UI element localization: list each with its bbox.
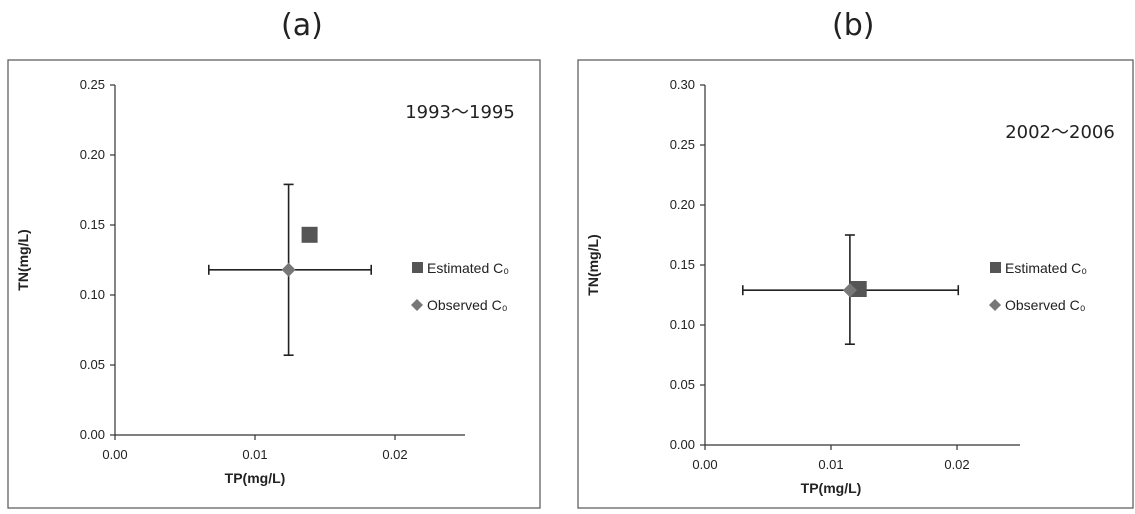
panel-title-a: (a) bbox=[281, 8, 323, 43]
estimated-point bbox=[301, 226, 318, 243]
legend-square-icon bbox=[412, 262, 423, 273]
y-axis-label: TN(mg/L) bbox=[585, 234, 601, 295]
chart-frame bbox=[7, 59, 541, 509]
x-tick-label: 0.00 bbox=[102, 447, 127, 462]
y-tick-label: 0.00 bbox=[670, 437, 695, 452]
y-tick-label: 0.30 bbox=[670, 77, 695, 92]
legend-label-observed: Observed C₀ bbox=[427, 297, 508, 313]
y-tick-label: 0.05 bbox=[80, 357, 105, 372]
x-tick-label: 0.01 bbox=[242, 447, 267, 462]
period-annotation: 2002～2006 bbox=[1005, 122, 1115, 143]
legend-diamond-icon bbox=[989, 299, 1001, 311]
y-tick-label: 0.25 bbox=[670, 137, 695, 152]
x-tick-label: 0.00 bbox=[692, 457, 717, 472]
y-tick-label: 0.25 bbox=[80, 77, 105, 92]
y-tick-label: 0.05 bbox=[670, 377, 695, 392]
chart-panel-a: 0.00 0.05 0.10 0.15 0.20 0.25 0.00 0.01 0.02 TP(m… bbox=[7, 59, 541, 509]
legend-square-icon bbox=[990, 262, 1001, 273]
panel-title-b: (b) bbox=[832, 8, 875, 43]
x-tick-label: 0.02 bbox=[382, 447, 407, 462]
chart-frame bbox=[577, 59, 1134, 509]
x-axis-label: TP(mg/L) bbox=[225, 470, 286, 486]
x-tick-label: 0.01 bbox=[818, 457, 843, 472]
y-tick-label: 0.20 bbox=[80, 147, 105, 162]
x-tick-label: 0.02 bbox=[944, 457, 969, 472]
estimated-point bbox=[850, 281, 867, 297]
legend-label-estimated: Estimated C₀ bbox=[1005, 260, 1087, 276]
y-tick-label: 0.15 bbox=[80, 217, 105, 232]
legend-diamond-icon bbox=[411, 299, 423, 311]
y-axis-label: TN(mg/L) bbox=[15, 229, 31, 290]
y-tick-label: 0.15 bbox=[670, 257, 695, 272]
legend-label-estimated: Estimated C₀ bbox=[427, 260, 509, 276]
period-annotation: 1993～1995 bbox=[405, 102, 515, 123]
observed-point bbox=[842, 283, 857, 298]
y-tick-label: 0.20 bbox=[670, 197, 695, 212]
observed-point bbox=[281, 262, 296, 277]
chart-panel-b: 0.00 0.05 0.10 0.15 0.20 0.25 0.30 0.00 0.01 0.02… bbox=[577, 59, 1134, 509]
y-tick-label: 0.00 bbox=[80, 427, 105, 442]
legend-label-observed: Observed C₀ bbox=[1005, 297, 1086, 313]
y-tick-label: 0.10 bbox=[670, 317, 695, 332]
x-axis-label: TP(mg/L) bbox=[801, 480, 862, 496]
y-tick-label: 0.10 bbox=[80, 287, 105, 302]
